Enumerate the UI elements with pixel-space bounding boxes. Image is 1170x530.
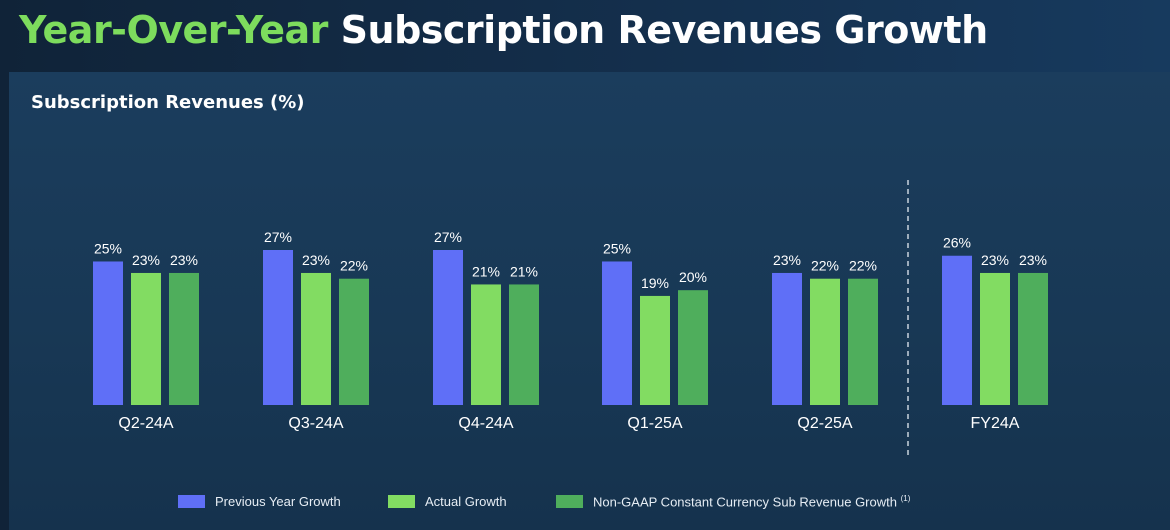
bar-q1-25a-constant	[678, 290, 708, 405]
data-label-q1-25a-actual: 19%	[641, 275, 669, 291]
bar-q2-25a-constant	[848, 278, 878, 405]
chart-panel	[9, 72, 1170, 530]
title-bar: Year-Over-Year Subscription Revenues Gro…	[0, 0, 1170, 70]
data-label-q2-24a-constant: 23%	[170, 252, 198, 268]
legend-label-previous: Previous Year Growth	[215, 494, 341, 509]
category-label-q1-25a: Q1-25A	[627, 415, 682, 432]
data-label-q3-24a-constant: 22%	[340, 258, 368, 274]
data-label-fy24a-constant: 23%	[1019, 252, 1047, 268]
chart-title: Subscription Revenues (%)	[31, 92, 305, 113]
data-label-q3-24a-previous: 27%	[264, 229, 292, 245]
category-label-fy24a: FY24A	[971, 415, 1020, 432]
data-label-fy24a-previous: 26%	[943, 235, 971, 251]
data-label-q2-24a-previous: 25%	[94, 240, 122, 256]
title-highlight: Year-Over-Year	[19, 8, 328, 52]
bar-fy24a-previous	[942, 255, 972, 405]
data-label-q1-25a-previous: 25%	[603, 240, 631, 256]
title-rest: Subscription Revenues Growth	[340, 8, 988, 52]
bar-q1-25a-previous	[602, 261, 632, 405]
bar-q2-24a-constant	[169, 272, 199, 405]
bar-q3-24a-previous	[263, 250, 293, 405]
bar-q3-24a-actual	[301, 272, 331, 405]
bar-fy24a-actual	[980, 272, 1010, 405]
legend-swatch-constant-currency	[556, 495, 583, 509]
category-label-q2-25a: Q2-25A	[797, 415, 852, 432]
page-title: Year-Over-Year Subscription Revenues Gro…	[19, 8, 988, 52]
legend-label-constant-currency: Non-GAAP Constant Currency Sub Revenue G…	[593, 494, 910, 509]
bar-q1-25a-actual	[640, 295, 670, 405]
data-label-q2-24a-actual: 23%	[132, 252, 160, 268]
bar-q4-24a-constant	[509, 284, 539, 405]
data-label-q2-25a-constant: 22%	[849, 258, 877, 274]
bar-q2-24a-previous	[93, 261, 123, 405]
data-label-q4-24a-constant: 21%	[510, 263, 538, 279]
bar-q4-24a-previous	[433, 250, 463, 405]
data-label-q2-25a-previous: 23%	[773, 252, 801, 268]
legend-item-previous: Previous Year Growth	[178, 494, 341, 509]
data-label-q3-24a-actual: 23%	[302, 252, 330, 268]
category-label-q2-24a: Q2-24A	[118, 415, 173, 432]
data-label-q2-25a-actual: 22%	[811, 258, 839, 274]
bar-q3-24a-constant	[339, 278, 369, 405]
bar-q4-24a-actual	[471, 284, 501, 405]
legend-swatch-previous	[178, 495, 205, 508]
data-label-q4-24a-actual: 21%	[472, 263, 500, 279]
legend-label-actual: Actual Growth	[425, 494, 507, 509]
data-label-q4-24a-previous: 27%	[434, 229, 462, 245]
bar-fy24a-constant	[1018, 272, 1048, 405]
legend-label-constant-currency-text: Non-GAAP Constant Currency Sub Revenue G…	[593, 494, 897, 510]
bar-q2-25a-previous	[772, 272, 802, 405]
legend-footnote-marker: (1)	[900, 494, 911, 503]
data-label-q1-25a-constant: 20%	[679, 269, 707, 285]
legend-item-actual: Actual Growth	[388, 494, 507, 509]
legend-item-constant-currency: Non-GAAP Constant Currency Sub Revenue G…	[556, 494, 910, 509]
category-label-q3-24a: Q3-24A	[288, 415, 343, 432]
bar-q2-25a-actual	[810, 278, 840, 405]
category-label-q4-24a: Q4-24A	[458, 415, 513, 432]
data-label-fy24a-actual: 23%	[981, 252, 1009, 268]
legend: Previous Year Growth Actual Growth Non-G…	[0, 494, 1170, 518]
bar-q2-24a-actual	[131, 272, 161, 405]
legend-swatch-actual	[388, 495, 415, 508]
